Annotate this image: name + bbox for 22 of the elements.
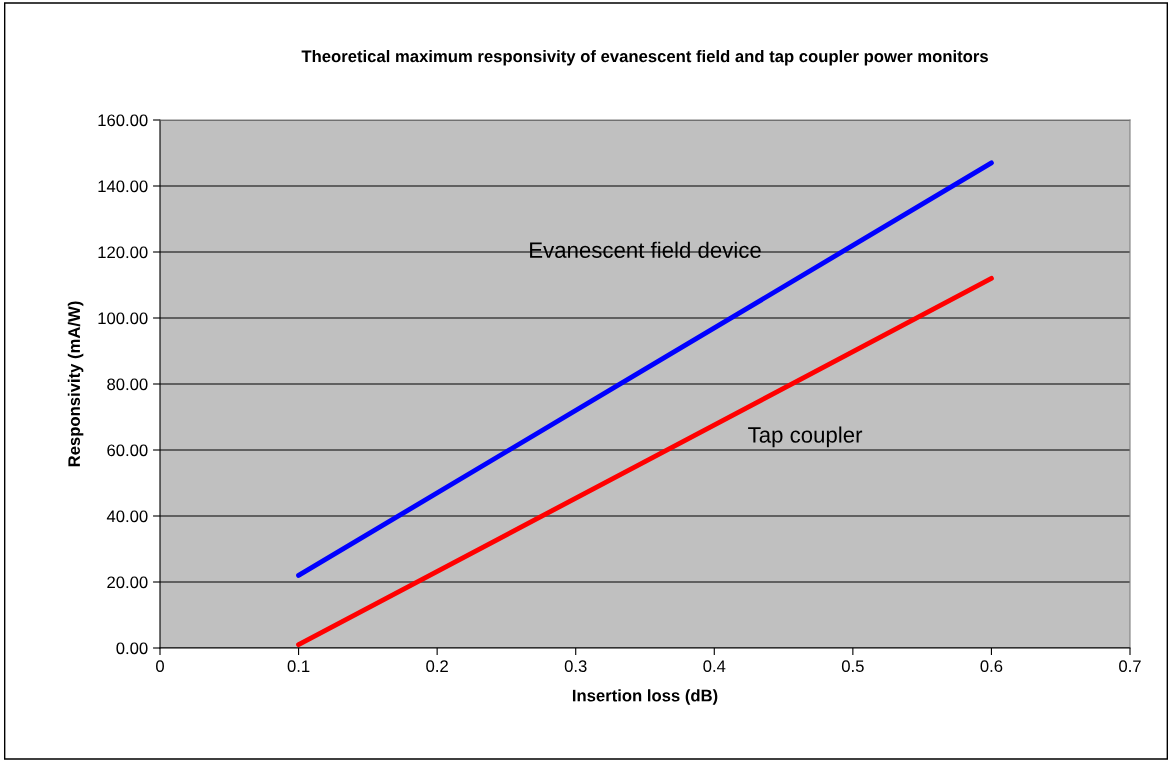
x-tick-label: 0.3 <box>564 660 587 673</box>
y-tick-label: 160.00 <box>98 114 148 127</box>
chart-title: Theoretical maximum responsivity of evanescent field and tap coupler power monitors <box>301 50 988 66</box>
y-tick-label: 80.00 <box>107 378 148 391</box>
series-label: Tap coupler <box>748 426 863 448</box>
x-tick-label: 0.5 <box>841 660 864 673</box>
x-tick-label: 0.4 <box>703 660 726 673</box>
y-tick-label: 0.00 <box>116 642 148 655</box>
x-axis-title: Insertion loss (dB) <box>572 689 718 705</box>
x-tick-label: 0.6 <box>980 660 1003 673</box>
series-label: Evanescent field device <box>530 241 761 258</box>
y-tick-label: 100.00 <box>98 312 148 325</box>
x-tick-label: 0.7 <box>1119 660 1141 673</box>
y-tick-label: 20.00 <box>107 576 148 589</box>
y-tick-label: 120.00 <box>98 246 148 259</box>
y-tick-label: 140.00 <box>98 180 148 193</box>
y-tick-label: 40.00 <box>106 510 148 523</box>
y-axis-title: Responsivity (mA/W) <box>67 301 84 467</box>
x-tick-label: 0.2 <box>426 660 448 673</box>
x-tick-label: 0 <box>156 660 164 673</box>
y-tick-label: 60.00 <box>107 444 148 457</box>
x-tick-label: 0.1 <box>287 660 310 673</box>
